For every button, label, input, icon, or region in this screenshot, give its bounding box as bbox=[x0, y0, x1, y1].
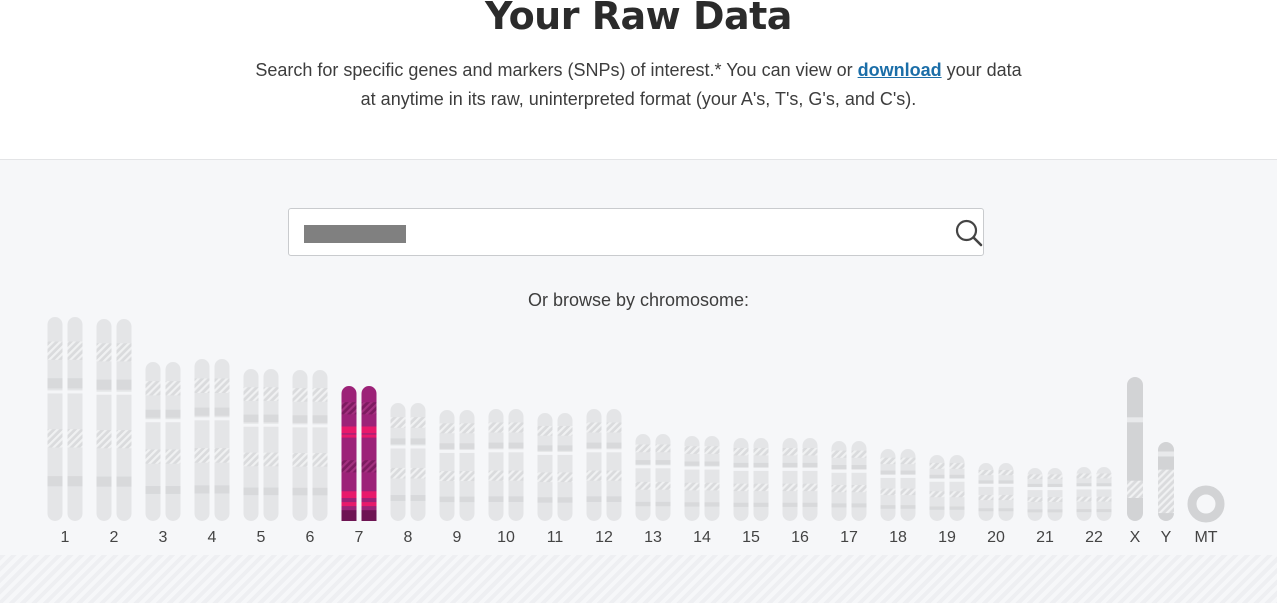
chromosome-18[interactable]: 18 bbox=[874, 310, 922, 555]
chromosome-10-ideogram bbox=[488, 409, 524, 521]
chromosome-20[interactable]: 20 bbox=[972, 310, 1020, 555]
chromosome-X-ideogram bbox=[1127, 377, 1143, 521]
chromosome-label: 21 bbox=[1036, 529, 1054, 546]
chromosome-label: 13 bbox=[644, 529, 662, 546]
chromosome-label: 3 bbox=[158, 529, 168, 546]
chromosome-4[interactable]: 4 bbox=[188, 310, 236, 555]
chromosome-label: X bbox=[1129, 529, 1141, 546]
chromosome-Y[interactable]: Y bbox=[1142, 310, 1190, 555]
chromosome-label: 12 bbox=[595, 529, 613, 546]
chromosome-label: 18 bbox=[889, 529, 907, 546]
chromosome-label: 19 bbox=[938, 529, 956, 546]
chromosome-9-ideogram bbox=[439, 410, 475, 521]
chromosome-label: Y bbox=[1160, 529, 1172, 546]
chromosome-20-ideogram bbox=[978, 463, 1014, 521]
search-box[interactable] bbox=[288, 208, 984, 256]
chromosome-5[interactable]: 5 bbox=[237, 310, 285, 555]
chromosome-14[interactable]: 14 bbox=[678, 310, 726, 555]
chromosome-10[interactable]: 10 bbox=[482, 310, 530, 555]
chromosome-Y-ideogram bbox=[1158, 442, 1174, 521]
chromosome-label: 7 bbox=[354, 529, 364, 546]
chromosome-19-ideogram bbox=[929, 455, 965, 521]
intro-text-part2: your data bbox=[941, 60, 1022, 80]
chromosome-label: 20 bbox=[987, 529, 1005, 546]
chromosome-5-ideogram bbox=[243, 369, 279, 521]
chromosome-6-ideogram bbox=[292, 370, 328, 521]
chromosome-MT[interactable]: MT bbox=[1182, 310, 1230, 555]
footer-strip bbox=[0, 555, 1277, 603]
chromosome-13-ideogram bbox=[635, 434, 671, 521]
chromosome-12-ideogram bbox=[586, 409, 622, 521]
chromosome-11-ideogram bbox=[537, 413, 573, 521]
search-input[interactable] bbox=[303, 217, 923, 247]
redacted-search-text bbox=[304, 225, 406, 243]
chromosome-label: 2 bbox=[109, 529, 119, 546]
chromosome-label: MT bbox=[1194, 529, 1218, 546]
intro-text-part1: Search for specific genes and markers (S… bbox=[255, 60, 858, 80]
chromosome-1-ideogram bbox=[47, 317, 83, 521]
chromosome-8-ideogram bbox=[390, 403, 426, 521]
page-header: Your Raw Data Search for specific genes … bbox=[0, 0, 1277, 160]
chromosome-label: 6 bbox=[305, 529, 315, 546]
chromosome-12[interactable]: 12 bbox=[580, 310, 628, 555]
chromosome-label: 17 bbox=[840, 529, 858, 546]
chromosome-2[interactable]: 2 bbox=[90, 310, 138, 555]
chromosome-X[interactable]: X bbox=[1111, 310, 1159, 555]
chromosome-8[interactable]: 8 bbox=[384, 310, 432, 555]
chromosome-21-ideogram bbox=[1027, 468, 1063, 521]
chromosome-22-ideogram bbox=[1076, 467, 1112, 521]
chromosome-label: 15 bbox=[742, 529, 760, 546]
chromosome-6[interactable]: 6 bbox=[286, 310, 334, 555]
chromosome-2-ideogram bbox=[96, 319, 132, 521]
browse-by-chromosome-label: Or browse by chromosome: bbox=[527, 290, 750, 310]
chromosome-label: 1 bbox=[60, 529, 70, 546]
chromosome-13[interactable]: 13 bbox=[629, 310, 677, 555]
page-title: Your Raw Data bbox=[485, 0, 792, 38]
chromosome-16[interactable]: 16 bbox=[776, 310, 824, 555]
intro-text: Search for specific genes and markers (S… bbox=[200, 56, 1077, 114]
chromosome-label: 8 bbox=[403, 529, 413, 546]
chromosome-4-ideogram bbox=[194, 359, 230, 521]
chromosome-MT-ideogram bbox=[1187, 485, 1225, 523]
chromosome-label: 10 bbox=[497, 529, 515, 546]
chromosome-17[interactable]: 17 bbox=[825, 310, 873, 555]
chromosome-label: 22 bbox=[1085, 529, 1103, 546]
intro-text-line2: at anytime in its raw, uninterpreted for… bbox=[360, 89, 917, 109]
chromosome-label: 5 bbox=[256, 529, 266, 546]
chromosome-3-ideogram bbox=[145, 362, 181, 521]
chromosome-17-ideogram bbox=[831, 441, 867, 521]
chromosome-label: 16 bbox=[791, 529, 809, 546]
chromosome-label: 11 bbox=[546, 529, 564, 546]
chromosome-19[interactable]: 19 bbox=[923, 310, 971, 555]
chromosome-label: 4 bbox=[207, 529, 217, 546]
chromosome-1[interactable]: 1 bbox=[41, 310, 89, 555]
search-icon[interactable] bbox=[954, 218, 984, 248]
chromosome-9[interactable]: 9 bbox=[433, 310, 481, 555]
chromosome-7-ideogram bbox=[341, 386, 377, 521]
chromosome-18-ideogram bbox=[880, 449, 916, 521]
chromosome-15[interactable]: 15 bbox=[727, 310, 775, 555]
chromosome-label: 14 bbox=[693, 529, 711, 546]
chromosome-22[interactable]: 22 bbox=[1070, 310, 1118, 555]
chromosome-21[interactable]: 21 bbox=[1021, 310, 1069, 555]
chromosome-15-ideogram bbox=[733, 438, 769, 521]
chromosome-11[interactable]: 11 bbox=[531, 310, 579, 555]
chromosome-label: 9 bbox=[452, 529, 462, 546]
download-link[interactable]: download bbox=[857, 60, 942, 80]
chromosome-3[interactable]: 3 bbox=[139, 310, 187, 555]
chromosome-selector: 1 2 3 4 5 6 7 8 9 10 11 12 13 14 15 16 17 18 19 20 21 22 X Y MT bbox=[0, 310, 1277, 555]
chromosome-16-ideogram bbox=[782, 438, 818, 521]
chromosome-7[interactable]: 7 bbox=[335, 310, 383, 555]
chromosome-14-ideogram bbox=[684, 436, 720, 521]
